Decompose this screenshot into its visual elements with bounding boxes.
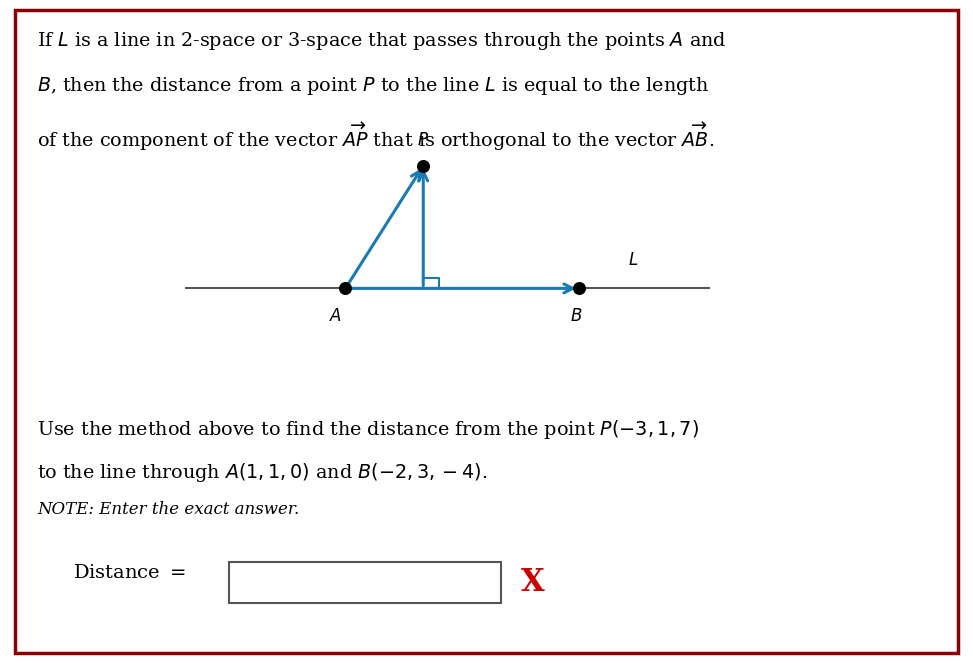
- Text: NOTE: Enter the exact answer.: NOTE: Enter the exact answer.: [37, 501, 300, 518]
- Point: [415, 160, 431, 171]
- Text: 7.482: 7.482: [236, 573, 292, 591]
- Text: $L$: $L$: [628, 251, 638, 269]
- FancyBboxPatch shape: [229, 562, 501, 603]
- Point: [338, 283, 353, 294]
- Text: to the line through $A(1, 1, 0)$ and $B(-2, 3, -4)$.: to the line through $A(1, 1, 0)$ and $B(…: [37, 461, 487, 484]
- Text: $B$, then the distance from a point $P$ to the line $L$ is equal to the length: $B$, then the distance from a point $P$ …: [37, 75, 709, 97]
- Text: $A$: $A$: [329, 308, 342, 326]
- Text: X: X: [521, 567, 544, 597]
- Text: of the component of the vector $\overrightarrow{AP}$ that is orthogonal to the v: of the component of the vector $\overrig…: [37, 120, 714, 152]
- Text: $P$: $P$: [417, 132, 429, 149]
- Text: Use the method above to find the distance from the point $P(-3, 1, 7)$: Use the method above to find the distanc…: [37, 418, 699, 441]
- Text: If $L$ is a line in 2-space or 3-space that passes through the points $A$ and: If $L$ is a line in 2-space or 3-space t…: [37, 30, 727, 52]
- FancyBboxPatch shape: [15, 10, 958, 653]
- Text: $B$: $B$: [570, 308, 582, 326]
- Text: Distance $=$: Distance $=$: [73, 564, 186, 583]
- Point: [571, 283, 587, 294]
